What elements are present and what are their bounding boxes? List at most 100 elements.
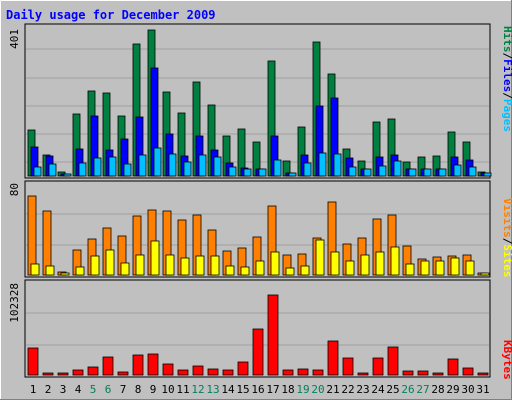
pages-bar <box>78 162 87 177</box>
sites-bar <box>45 265 55 276</box>
pages-bar <box>348 166 357 177</box>
pages-bar <box>258 168 267 177</box>
sites-bar <box>165 254 175 276</box>
legend-kbytes: KBytes <box>501 340 512 380</box>
sites-bar <box>330 251 340 276</box>
legend-separator: / <box>501 238 512 245</box>
day-label: 18 <box>281 383 294 396</box>
day-label: 12 <box>191 383 204 396</box>
day-label: 13 <box>206 383 219 396</box>
sites-bar <box>300 265 310 276</box>
pages-bar <box>33 166 42 177</box>
legend-separator: / <box>501 92 512 99</box>
pages-bar <box>123 163 132 177</box>
day-label: 20 <box>311 383 324 396</box>
sites-bar <box>60 272 70 276</box>
sites-bar <box>210 255 220 276</box>
sites-bar <box>180 257 190 276</box>
sites-bar <box>315 239 325 276</box>
kbytes-bar <box>192 365 204 376</box>
kbytes-bar <box>42 372 54 376</box>
sites-bar <box>435 260 445 276</box>
day-label: 17 <box>266 383 279 396</box>
pages-bar <box>138 154 147 177</box>
day-label: 11 <box>176 383 189 396</box>
day-label: 15 <box>236 383 249 396</box>
sites-bar <box>195 255 205 276</box>
visits-bar <box>42 210 52 276</box>
day-label: 28 <box>431 383 444 396</box>
kbytes-bar <box>462 367 474 376</box>
day-label: 16 <box>251 383 264 396</box>
sites-bar <box>75 266 85 276</box>
sites-bar <box>225 265 235 276</box>
kbytes-bar <box>132 354 144 376</box>
kbytes-bar <box>297 368 309 376</box>
day-label: 9 <box>150 383 157 396</box>
pages-bar <box>213 156 222 177</box>
sites-bar <box>120 262 130 276</box>
pages-bar <box>408 168 417 177</box>
bars <box>27 29 492 376</box>
kbytes-bar <box>327 340 339 376</box>
day-label: 29 <box>446 383 459 396</box>
sites-bar <box>420 260 430 276</box>
day-label: 23 <box>356 383 369 396</box>
day-label: 25 <box>386 383 399 396</box>
pages-bar <box>183 161 192 177</box>
pages-bar <box>198 154 207 177</box>
hits-y-max-label: 401 <box>8 29 21 49</box>
kbytes-bar <box>102 356 114 376</box>
sites-bar <box>285 267 295 276</box>
legend-separator: / <box>501 53 512 60</box>
kbytes-bar <box>282 369 294 376</box>
sites-bar <box>480 272 490 276</box>
day-label: 4 <box>75 383 82 396</box>
pages-bar <box>243 168 252 177</box>
day-label: 7 <box>120 383 127 396</box>
day-label: 19 <box>296 383 309 396</box>
kbytes-bar <box>222 369 234 376</box>
legend-pages: Pages <box>501 99 512 132</box>
sites-bar <box>465 260 475 276</box>
kbytes-bar <box>252 328 264 376</box>
pages-bar <box>108 156 117 177</box>
sites-bar <box>150 240 160 276</box>
pages-bar <box>438 168 447 177</box>
pages-bar <box>153 147 162 177</box>
day-label: 26 <box>401 383 414 396</box>
kbytes-bar <box>447 358 459 376</box>
kbytes-bar <box>237 361 249 376</box>
kbytes-y-max-label: 102328 <box>8 283 21 323</box>
kbytes-bar <box>267 294 279 376</box>
pages-bar <box>333 153 342 177</box>
kbytes-bar <box>312 369 324 376</box>
day-label: 24 <box>371 383 385 396</box>
day-label: 22 <box>341 383 354 396</box>
pages-bar <box>393 160 402 177</box>
kbytes-bar <box>57 372 69 376</box>
sites-bar <box>270 251 280 276</box>
sites-bar <box>390 246 400 276</box>
kbytes-bar <box>27 347 39 376</box>
pages-bar <box>228 166 237 177</box>
kbytes-bar <box>372 357 384 376</box>
sites-bar <box>90 255 100 276</box>
day-label: 6 <box>105 383 112 396</box>
legend-visits: Visits <box>501 198 512 238</box>
sites-bar <box>345 260 355 276</box>
day-labels: 1 2 3 4 5 6 7 8 9 10 11 12 13 14 15 16 17 18 19 20 21 22 23 24 2… <box>30 383 490 396</box>
pages-bar <box>363 168 372 177</box>
sites-bar <box>105 249 115 276</box>
kbytes-legend: KBytes <box>501 340 512 380</box>
pages-bar <box>483 172 492 177</box>
day-label: 14 <box>221 383 235 396</box>
legend-hits: Hits <box>501 26 512 53</box>
kbytes-bar <box>402 370 414 376</box>
sites-bar <box>255 260 265 276</box>
day-label: 30 <box>461 383 474 396</box>
kbytes-bar <box>87 366 99 376</box>
pages-bar <box>453 164 462 177</box>
day-label: 27 <box>416 383 429 396</box>
sites-bar <box>240 266 250 276</box>
